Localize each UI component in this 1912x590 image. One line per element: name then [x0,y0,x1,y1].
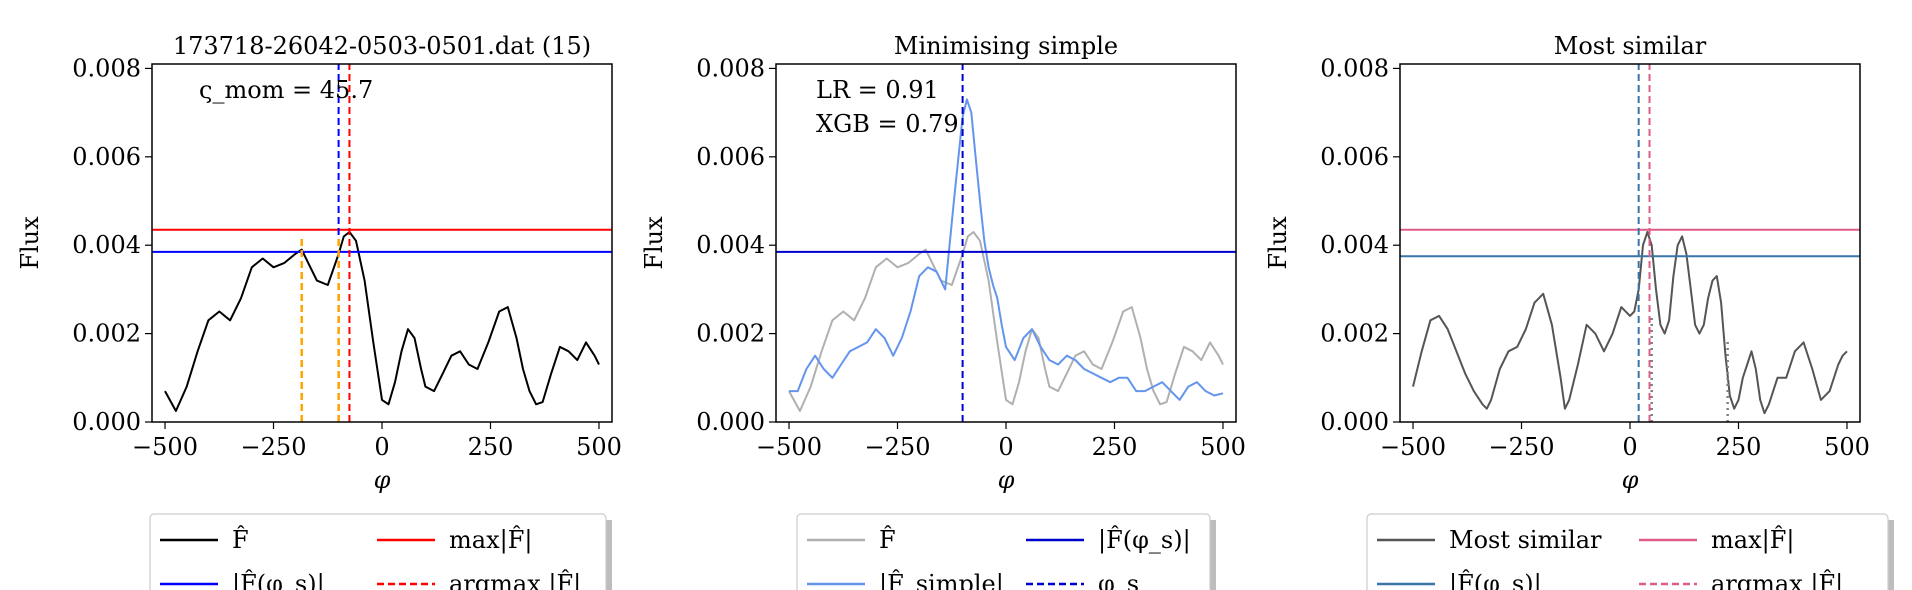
annotation-text: ς_mom = 45.7 [199,76,373,104]
y-tick-label: 0.002 [72,320,141,348]
x-tick-label: −500 [1380,433,1446,461]
legend-label: max|F̂| [449,526,532,555]
y-tick-label: 0.008 [1320,54,1389,82]
y-tick-label: 0.008 [696,54,765,82]
x-axis-label: φ [998,466,1015,494]
y-axis-label: Flux [16,216,44,270]
y-axis-label: Flux [1264,216,1292,270]
legend-box [149,513,607,590]
legend-label: F̂ [879,526,896,554]
x-tick-label: 0 [1622,433,1637,461]
x-tick-label: −500 [132,433,198,461]
annotation-text: LR = 0.91 [816,76,939,104]
x-tick-label: −250 [1489,433,1555,461]
legend-label: argmax |F̂| [1711,570,1843,590]
y-tick-label: 0.004 [1320,231,1389,259]
x-tick-label: 0 [374,433,389,461]
axes-frame [1399,63,1861,423]
legend-label: φ_s [1098,570,1139,590]
chart-title: 173718-26042-0503-0501.dat (15) [173,32,591,60]
y-tick-label: 0.006 [72,143,141,171]
x-tick-label: 500 [1824,433,1870,461]
legend-label: max|F̂| [1711,526,1794,555]
chart-title: Most similar [1554,32,1707,60]
legend-label: |F̂(φ_s)| [1098,526,1191,555]
y-tick-label: 0.000 [72,408,141,436]
y-tick-label: 0.004 [696,231,765,259]
x-tick-label: 250 [1716,433,1762,461]
x-tick-label: 500 [576,433,622,461]
x-tick-label: 0 [998,433,1013,461]
y-tick-label: 0.000 [696,408,765,436]
x-axis-label: φ [374,466,391,494]
x-tick-label: 250 [468,433,514,461]
y-tick-label: 0.002 [1320,320,1389,348]
legend-label: |F̂_simple| [879,570,1004,590]
chart-title: Minimising simple [894,32,1118,60]
legend-label: |F̂(φ_s)| [1449,570,1542,590]
x-tick-label: −500 [756,433,822,461]
legend-box [796,513,1211,590]
y-tick-label: 0.006 [1320,143,1389,171]
x-axis-label: φ [1622,466,1639,494]
axes-frame [151,63,613,423]
y-tick-label: 0.002 [696,320,765,348]
x-tick-label: −250 [241,433,307,461]
series-line [788,231,1224,412]
y-axis-label: Flux [640,216,668,270]
y-tick-label: 0.008 [72,54,141,82]
legend-label: |F̂(φ_s)| [232,570,325,590]
annotation-text: XGB = 0.79 [816,110,959,138]
legend-label: F̂ [232,526,249,554]
y-tick-label: 0.006 [696,143,765,171]
series-line [789,98,1224,401]
legend-label: argmax |F̂| [449,570,581,590]
series-line [1412,231,1848,415]
x-tick-label: 250 [1092,433,1138,461]
x-tick-label: −250 [865,433,931,461]
x-tick-label: 500 [1200,433,1246,461]
y-tick-label: 0.004 [72,231,141,259]
legend-box [1366,513,1889,590]
y-tick-label: 0.000 [1320,408,1389,436]
legend-label: Most similar [1449,526,1602,554]
series-line [164,231,600,412]
